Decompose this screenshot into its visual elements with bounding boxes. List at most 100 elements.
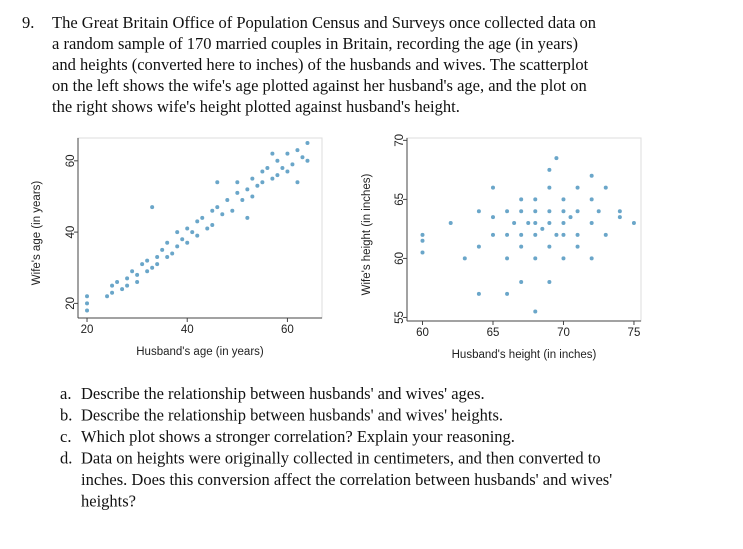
point [170,251,175,256]
point [175,244,180,249]
x-tick-label: 60 [416,327,429,339]
point [150,265,155,270]
point [533,197,538,202]
point [145,269,150,274]
point [554,156,559,161]
point [420,238,425,243]
question-line: on the left shows the wife's age plotted… [52,76,587,95]
point [110,290,115,295]
y-tick-label: 40 [65,226,77,239]
point [547,280,552,285]
point [240,198,245,203]
point [110,283,115,288]
point [210,222,215,227]
part-line: Describe the relationship between husban… [81,384,485,403]
point [260,180,265,185]
part-line: inches. Does this conversion affect the … [81,470,612,489]
plot-frame [77,137,323,319]
point [561,256,566,261]
point [85,308,90,313]
point [115,280,120,284]
point [155,262,160,267]
point [275,173,280,178]
part-label: c. [60,427,71,446]
point [533,232,538,237]
point [476,244,481,249]
point [290,162,295,167]
point [285,169,290,174]
point [533,221,538,226]
point [512,221,517,226]
point [195,233,200,238]
point [533,309,538,314]
x-tick-label: 75 [628,327,641,339]
point [526,221,531,226]
point [250,176,255,181]
point [519,209,524,214]
point [575,185,580,190]
point [547,185,552,190]
point [533,209,538,214]
point [280,165,285,170]
point [505,256,510,261]
point [105,294,110,299]
point [215,180,220,185]
point [476,291,481,296]
point [295,148,300,153]
point [295,180,300,185]
point [589,221,594,226]
point [145,258,150,263]
point [519,232,524,237]
point [305,140,310,145]
x-axis-label: Husband's age (in years) [136,346,264,358]
x-tick-label: 40 [181,324,194,336]
y-tick-label: 20 [65,297,77,310]
y-tick-label: 70 [394,134,406,147]
point [631,221,636,226]
point [180,237,185,242]
point [225,198,230,203]
point [617,209,622,214]
point [230,208,235,213]
point [603,232,608,237]
point [420,250,425,255]
y-tick-label: 60 [394,252,406,265]
point [476,209,481,214]
point [540,226,545,231]
point [519,280,524,285]
point [245,187,250,192]
part-label: a. [60,384,71,403]
point [505,291,510,296]
point [165,255,170,260]
point [420,232,425,237]
point [490,215,495,220]
point [215,205,220,210]
point [125,276,130,281]
point [589,173,594,178]
point [490,232,495,237]
question-line: a random sample of 170 married couples i… [52,34,578,53]
point [255,183,260,188]
point [245,215,250,220]
point [195,219,200,224]
point [596,209,601,214]
point [305,158,310,163]
point [250,194,255,199]
point [235,190,240,195]
point [561,232,566,237]
point [120,287,125,292]
point [155,255,160,260]
point [490,185,495,190]
point [85,294,90,299]
x-tick-label: 20 [81,324,94,336]
x-tick-label: 70 [557,327,570,339]
y-axis-label: Wife's age (in years) [31,181,43,286]
point [125,283,130,288]
point [554,232,559,237]
part-label: b. [60,406,72,425]
point [533,256,538,261]
point [150,205,155,210]
y-axis-label: Wife's height (in inches) [361,173,373,295]
point [519,197,524,202]
